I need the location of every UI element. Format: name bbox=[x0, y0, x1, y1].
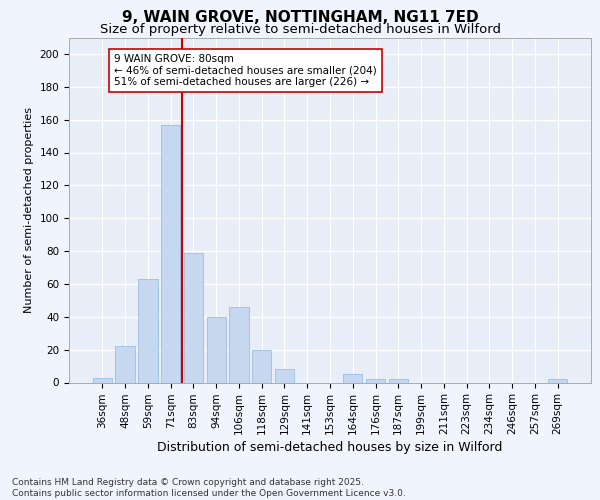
Bar bbox=[115, 346, 135, 382]
Text: Contains HM Land Registry data © Crown copyright and database right 2025.
Contai: Contains HM Land Registry data © Crown c… bbox=[12, 478, 406, 498]
Bar bbox=[548, 379, 567, 382]
Bar bbox=[206, 317, 226, 382]
Bar bbox=[161, 124, 181, 382]
Text: 9, WAIN GROVE, NOTTINGHAM, NG11 7ED: 9, WAIN GROVE, NOTTINGHAM, NG11 7ED bbox=[122, 10, 478, 25]
Bar bbox=[184, 252, 203, 382]
Text: Size of property relative to semi-detached houses in Wilford: Size of property relative to semi-detach… bbox=[100, 24, 500, 36]
Y-axis label: Number of semi-detached properties: Number of semi-detached properties bbox=[24, 107, 34, 313]
Bar bbox=[389, 379, 408, 382]
Bar bbox=[275, 370, 294, 382]
Bar bbox=[366, 379, 385, 382]
Bar bbox=[93, 378, 112, 382]
X-axis label: Distribution of semi-detached houses by size in Wilford: Distribution of semi-detached houses by … bbox=[157, 442, 503, 454]
Bar bbox=[229, 307, 248, 382]
Text: 9 WAIN GROVE: 80sqm
← 46% of semi-detached houses are smaller (204)
51% of semi-: 9 WAIN GROVE: 80sqm ← 46% of semi-detach… bbox=[114, 54, 377, 87]
Bar bbox=[343, 374, 362, 382]
Bar bbox=[138, 279, 158, 382]
Bar bbox=[252, 350, 271, 382]
